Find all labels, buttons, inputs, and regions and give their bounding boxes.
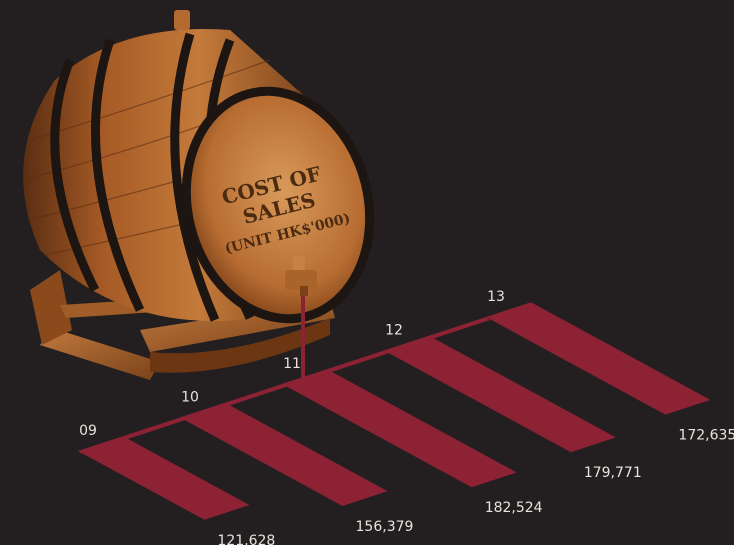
bar-group (78, 302, 711, 520)
barrel-illustration: COST OF SALES (UNIT HK$'000) (21, 10, 375, 380)
bar-12 (384, 335, 616, 453)
value-label-11: 182,524 (485, 500, 543, 516)
category-label-09: 09 (79, 423, 97, 439)
value-label-10: 156,379 (356, 519, 414, 535)
barrel-head (186, 91, 370, 319)
bar-13 (486, 302, 711, 415)
value-label-12: 179,771 (584, 465, 642, 481)
bar-10 (180, 402, 388, 506)
category-label-12: 12 (385, 323, 403, 339)
barrel-tap (285, 256, 317, 296)
category-label-11: 11 (283, 356, 301, 372)
bar-09 (78, 436, 250, 520)
barrel-bung (174, 10, 190, 30)
value-labels: 121,628 156,379 182,524 179,771 172,635 (217, 428, 734, 545)
value-label-09: 121,628 (217, 533, 275, 545)
bar-11 (282, 369, 517, 488)
value-label-13: 172,635 (678, 428, 734, 444)
category-label-13: 13 (487, 289, 505, 305)
tap-connector-line (301, 296, 305, 382)
category-label-10: 10 (181, 390, 199, 406)
category-labels: 09 10 11 12 13 (79, 289, 505, 439)
